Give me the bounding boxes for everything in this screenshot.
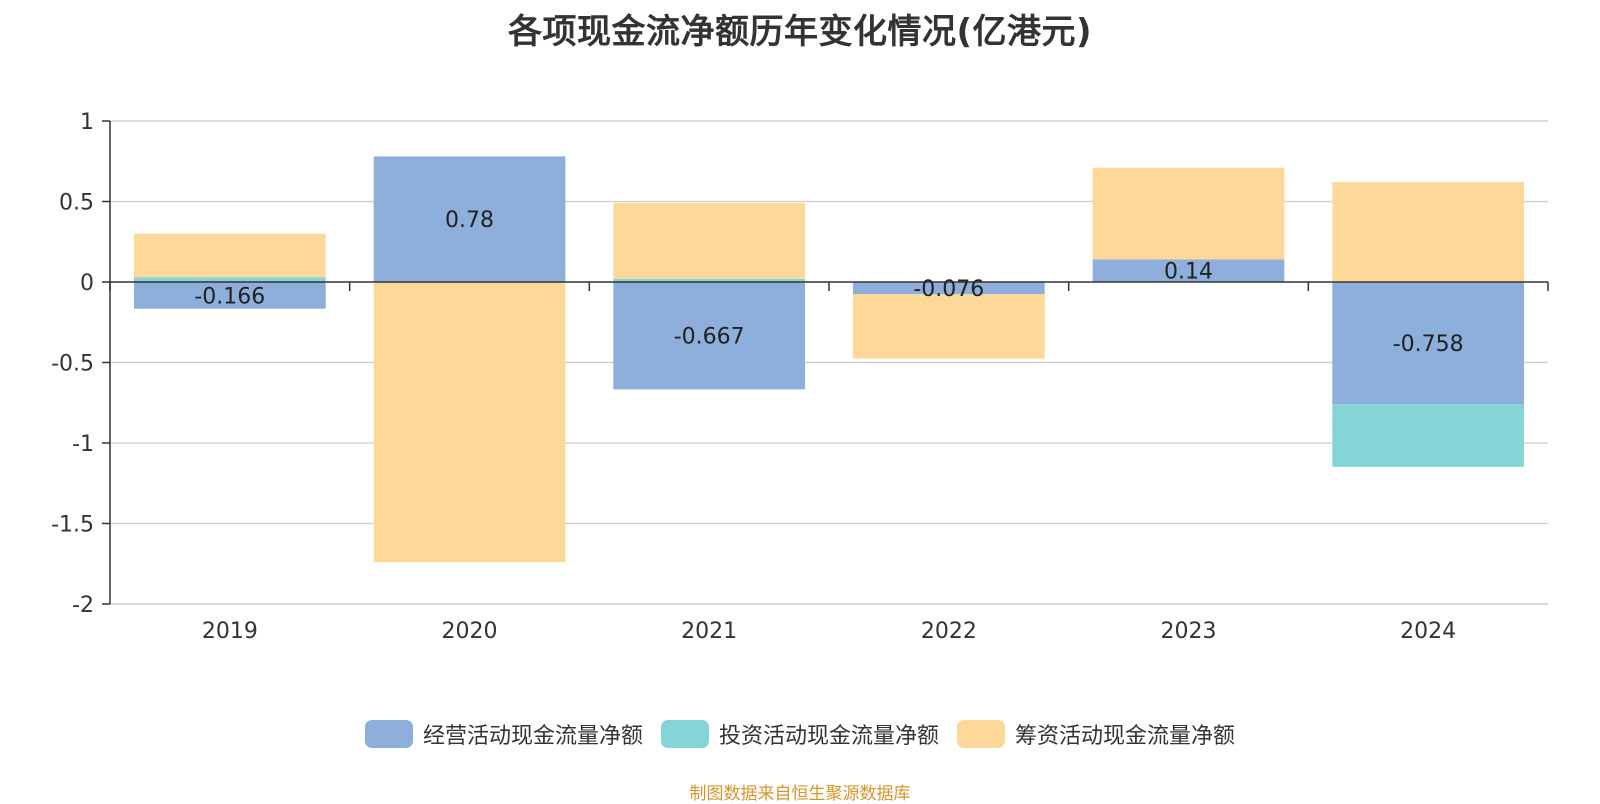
bar-series2-2019 [133,277,326,282]
data-label-2023: 0.14 [1164,260,1213,285]
legend-label: 筹资活动现金流量净额 [1015,724,1236,749]
y-tick-label: 0.5 [59,191,94,216]
bar-series2-2024 [1332,404,1525,467]
legend-swatch [957,720,1005,748]
bar-series1-2022 [852,282,1045,295]
data-label-2022: -0.076 [913,277,984,302]
y-tick-label: -1 [72,432,94,457]
bar-series3-2024 [1332,182,1525,282]
bar-series1-2019 [133,282,326,309]
x-tick-label-2024: 2024 [1400,619,1456,644]
y-tick-label: -0.5 [51,352,94,377]
bar-series1-2024 [1332,282,1525,405]
bar-series1-2020 [373,156,566,282]
data-label-2021: -0.667 [674,325,745,350]
chart-plot: 1 0.5 0 -0.5 -1 -1.5 -2 2019 2020 2021 2022 2023 202… [51,110,1549,644]
data-label-2024: -0.758 [1393,332,1464,357]
legend-swatch [660,720,709,748]
bar-series3-2022 [852,294,1045,359]
y-tick-label: -2 [72,593,94,618]
legend-swatch [364,720,413,748]
x-tick-label-2022: 2022 [921,619,977,644]
x-tick-label-2020: 2020 [442,619,498,644]
x-tick-label-2023: 2023 [1161,619,1217,644]
legend-item-3[interactable]: 筹资活动现金流量净额 [957,718,1235,750]
axes: 1 0.5 0 -0.5 -1 -1.5 -2 2019 2020 2021 2022 2023 202… [51,110,1549,644]
bar-series3-2019 [133,233,326,278]
bars [133,156,1525,563]
y-tick-label: 0 [80,271,94,296]
legend-item-1[interactable]: 经营活动现金流量净额 [364,718,643,750]
bar-series3-2021 [613,203,806,279]
y-tick-label: 1 [80,110,94,135]
data-label-2019: -0.166 [194,284,265,309]
x-tick-label-2019: 2019 [202,619,258,644]
bar-series2-2021 [613,278,806,282]
bar-series1-2023 [1092,259,1285,282]
legend-item-2[interactable]: 投资活动现金流量净额 [660,718,939,750]
data-labels: -0.166 0.78 -0.667 -0.076 0.14 -0.758 [194,208,1463,357]
legend-label: 投资活动现金流量净额 [718,724,939,749]
legend-label: 经营活动现金流量净额 [422,724,643,749]
bar-series3-2023 [1092,167,1285,260]
grid-lines [110,120,1548,605]
legend: 经营活动现金流量净额 投资活动现金流量净额 筹资活动现金流量净额 [0,718,1600,750]
bar-series1-2021 [613,282,806,390]
data-label-2020: 0.78 [445,208,494,233]
y-tick-label: -1.5 [51,513,94,538]
x-tick-label-2021: 2021 [681,619,737,644]
source-note: 制图数据来自恒生聚源数据库 [689,784,911,804]
chart-title: 各项现金流净额历年变化情况(亿港元) [507,12,1093,52]
bar-series3-2020 [373,282,566,563]
